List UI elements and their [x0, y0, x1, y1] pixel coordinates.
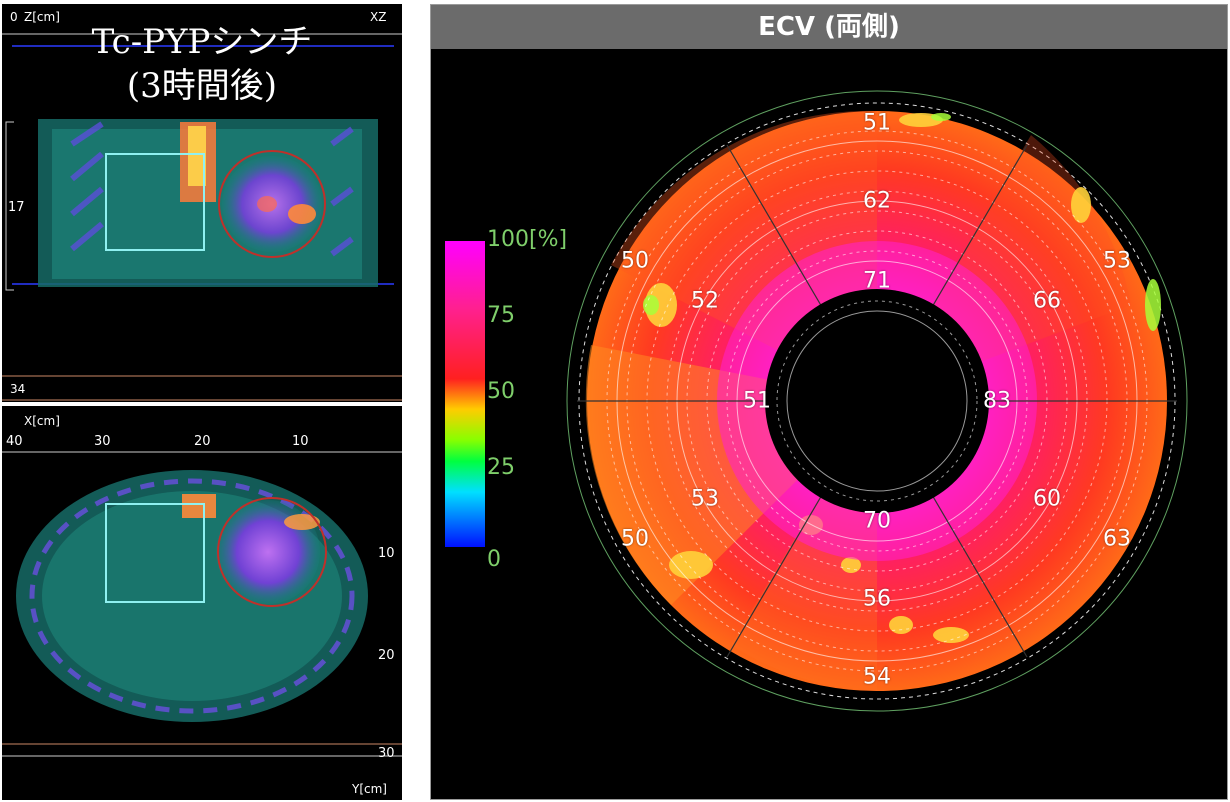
- scan-xz-image: [2, 33, 402, 401]
- xz-bottom-tick: 34: [10, 382, 26, 396]
- segment-value: 51: [743, 388, 771, 414]
- xy-y-tick-10: 10: [378, 546, 395, 561]
- scan-xz-panel: 0 Z[cm] XZ Tc-PYPシンチ (3時間後) 17 34: [2, 4, 402, 402]
- ecv-polar-map: [445, 90, 1188, 712]
- xy-y-axis-label: Y[cm]: [352, 782, 387, 796]
- segment-value: 62: [863, 188, 891, 214]
- ecv-title: ECV (両側): [431, 5, 1227, 49]
- xy-x-tick-10: 10: [292, 434, 309, 449]
- xy-x-tick-30: 30: [94, 434, 111, 449]
- segment-value: 53: [691, 486, 719, 512]
- xy-y-tick-30: 30: [378, 746, 395, 761]
- segment-value: 50: [621, 526, 649, 552]
- ecv-panel: ECV (両側): [430, 4, 1228, 800]
- segment-value: 51: [863, 110, 891, 136]
- segment-value: 66: [1033, 288, 1061, 314]
- segment-value: 83: [983, 388, 1011, 414]
- xz-mid-tick: 17: [8, 200, 25, 215]
- ecv-colorbar: [445, 241, 485, 547]
- colorbar-label-75: 75: [487, 303, 515, 328]
- segment-value: 71: [863, 268, 891, 294]
- xy-y-tick-20: 20: [378, 648, 395, 663]
- xz-view-label: XZ: [370, 10, 387, 24]
- segment-value: 52: [691, 288, 719, 314]
- segment-value: 63: [1103, 526, 1131, 552]
- xz-top-tick: 0: [10, 10, 18, 24]
- colorbar-label-25: 25: [487, 455, 515, 480]
- scan-title-line2: (3時間後): [126, 66, 278, 106]
- segment-value: 70: [863, 508, 891, 534]
- colorbar-label-50: 50: [487, 379, 515, 404]
- segment-value: 54: [863, 664, 891, 690]
- scan-title-line1: Tc-PYPシンチ: [91, 22, 313, 62]
- segment-value: 60: [1033, 486, 1061, 512]
- xy-x-axis-label: X[cm]: [24, 414, 60, 428]
- segment-value: 50: [621, 248, 649, 274]
- xz-axis-label: Z[cm]: [24, 10, 60, 24]
- segment-value: 56: [863, 586, 891, 612]
- xy-x-tick-40: 40: [6, 434, 23, 449]
- colorbar-label-100: 100[%]: [487, 227, 568, 252]
- xy-x-tick-20: 20: [194, 434, 211, 449]
- scan-xy-image: [2, 451, 402, 757]
- colorbar-label-0: 0: [487, 547, 501, 572]
- scan-xy-panel: X[cm] 40 30 20 10 10 20 30 Y[cm]: [2, 406, 402, 800]
- segment-value: 53: [1103, 248, 1131, 274]
